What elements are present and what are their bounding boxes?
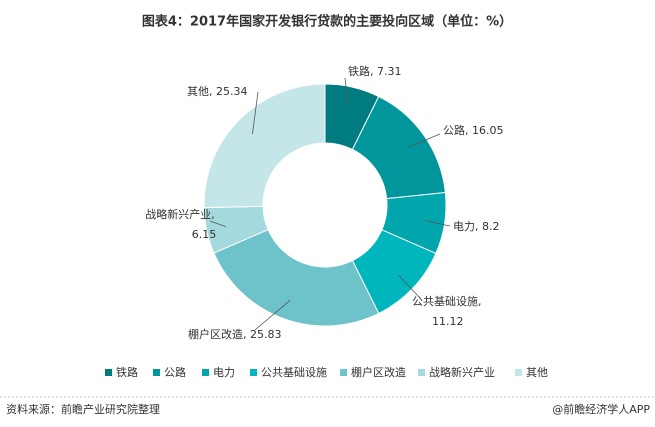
legend-label: 公路	[164, 366, 186, 379]
legend-swatch	[418, 369, 425, 376]
label-line: 公共基础设施,	[412, 295, 482, 308]
data-label: 公路, 16.05	[443, 124, 503, 137]
legend-swatch	[340, 369, 347, 376]
leader-line	[344, 77, 349, 107]
leader-line	[209, 220, 226, 227]
leader-line	[408, 133, 441, 148]
label-line: 6.15	[192, 228, 217, 241]
data-label: 电力, 8.2	[453, 220, 500, 233]
leader-line	[252, 91, 259, 135]
data-label: 公共基础设施, 11.12	[412, 295, 482, 328]
legend-label: 公共基础设施	[261, 366, 327, 379]
data-label: 棚户区改造, 25.83	[188, 327, 281, 341]
chart-title: 图表4：2017年国家开发银行贷款的主要投向区域（单位：%）	[142, 14, 512, 30]
source: 资料来源：前瞻产业研究院整理	[6, 402, 160, 416]
legend-swatch	[202, 369, 209, 376]
brand: @前瞻经济学人APP	[552, 402, 650, 416]
label-line: 战略新兴产业,	[145, 207, 215, 221]
slice	[203, 83, 326, 209]
legend-label: 其他	[526, 366, 548, 379]
data-label: 战略新兴产业, 6.15	[145, 207, 216, 241]
legend-label: 战略新兴产业	[429, 365, 495, 379]
slice	[213, 228, 380, 327]
leader-line	[254, 299, 291, 331]
legend-swatch	[515, 369, 522, 376]
data-label: 铁路, 7.31	[348, 65, 402, 78]
legend-label: 铁路	[116, 366, 138, 379]
legend-swatch	[153, 369, 160, 376]
leader-line	[425, 220, 451, 227]
label-line: 11.12	[432, 315, 464, 328]
legend-swatch	[250, 369, 257, 376]
legend-label: 棚户区改造	[351, 365, 406, 379]
legend-label: 电力	[213, 366, 235, 379]
data-label: 其他, 25.34	[187, 85, 247, 98]
leader-line	[398, 274, 421, 299]
legend-swatch	[105, 369, 112, 376]
